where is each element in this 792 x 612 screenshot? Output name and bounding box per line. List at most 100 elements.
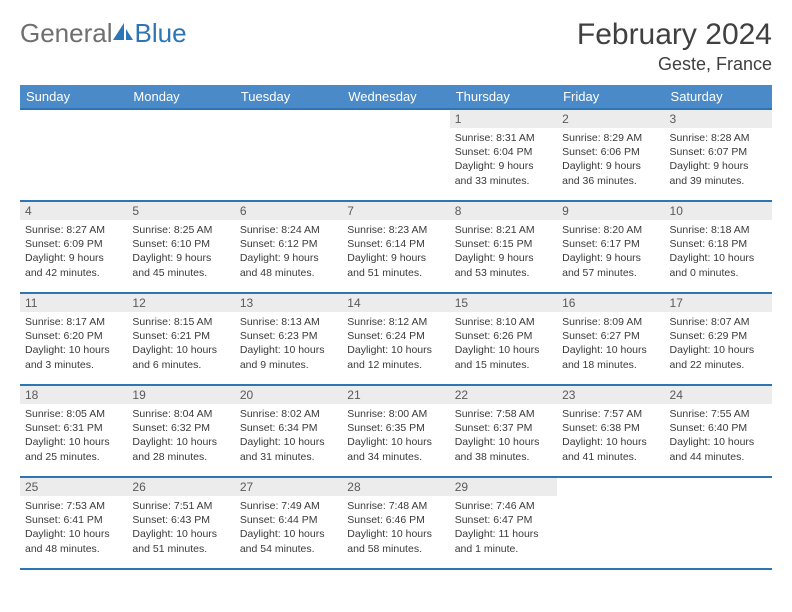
day-detail-line: Sunset: 6:07 PM bbox=[670, 145, 767, 159]
day-number: 17 bbox=[665, 294, 772, 312]
calendar-cell: 21Sunrise: 8:00 AMSunset: 6:35 PMDayligh… bbox=[342, 385, 449, 477]
day-details: Sunrise: 8:13 AMSunset: 6:23 PMDaylight:… bbox=[235, 312, 342, 377]
day-detail-line: Sunset: 6:47 PM bbox=[455, 513, 552, 527]
day-number: 9 bbox=[557, 202, 664, 220]
day-details: Sunrise: 7:48 AMSunset: 6:46 PMDaylight:… bbox=[342, 496, 449, 561]
header: General Blue February 2024 Geste, France bbox=[20, 18, 772, 75]
dow-saturday: Saturday bbox=[665, 85, 772, 109]
day-detail-line: Sunrise: 8:24 AM bbox=[240, 223, 337, 237]
calendar-table: Sunday Monday Tuesday Wednesday Thursday… bbox=[20, 85, 772, 570]
day-detail-line: and 48 minutes. bbox=[25, 542, 122, 556]
day-detail-line: Daylight: 10 hours bbox=[132, 343, 229, 357]
day-detail-line: and 12 minutes. bbox=[347, 358, 444, 372]
day-detail-line: and 1 minute. bbox=[455, 542, 552, 556]
day-number: 5 bbox=[127, 202, 234, 220]
day-detail-line: and 45 minutes. bbox=[132, 266, 229, 280]
day-detail-line: Daylight: 9 hours bbox=[455, 159, 552, 173]
day-detail-line: Sunset: 6:06 PM bbox=[562, 145, 659, 159]
day-detail-line: Daylight: 10 hours bbox=[240, 435, 337, 449]
calendar-cell: 18Sunrise: 8:05 AMSunset: 6:31 PMDayligh… bbox=[20, 385, 127, 477]
day-detail-line: Sunrise: 8:15 AM bbox=[132, 315, 229, 329]
calendar-week: 18Sunrise: 8:05 AMSunset: 6:31 PMDayligh… bbox=[20, 385, 772, 477]
day-detail-line: Daylight: 9 hours bbox=[25, 251, 122, 265]
day-details: Sunrise: 8:12 AMSunset: 6:24 PMDaylight:… bbox=[342, 312, 449, 377]
day-number: 26 bbox=[127, 478, 234, 496]
day-details bbox=[557, 482, 664, 490]
logo-general: General bbox=[20, 18, 113, 49]
day-detail-line: Sunrise: 8:29 AM bbox=[562, 131, 659, 145]
day-details: Sunrise: 8:10 AMSunset: 6:26 PMDaylight:… bbox=[450, 312, 557, 377]
day-detail-line: and 54 minutes. bbox=[240, 542, 337, 556]
day-details: Sunrise: 8:09 AMSunset: 6:27 PMDaylight:… bbox=[557, 312, 664, 377]
calendar-cell: 11Sunrise: 8:17 AMSunset: 6:20 PMDayligh… bbox=[20, 293, 127, 385]
day-detail-line: Sunrise: 8:25 AM bbox=[132, 223, 229, 237]
day-detail-line: Daylight: 11 hours bbox=[455, 527, 552, 541]
day-detail-line: Sunset: 6:31 PM bbox=[25, 421, 122, 435]
dow-wednesday: Wednesday bbox=[342, 85, 449, 109]
calendar-cell: 8Sunrise: 8:21 AMSunset: 6:15 PMDaylight… bbox=[450, 201, 557, 293]
day-number: 4 bbox=[20, 202, 127, 220]
day-details: Sunrise: 7:51 AMSunset: 6:43 PMDaylight:… bbox=[127, 496, 234, 561]
day-detail-line: Sunrise: 8:00 AM bbox=[347, 407, 444, 421]
logo-sail-icon bbox=[113, 23, 133, 46]
calendar-cell: 17Sunrise: 8:07 AMSunset: 6:29 PMDayligh… bbox=[665, 293, 772, 385]
day-detail-line: Sunset: 6:46 PM bbox=[347, 513, 444, 527]
day-detail-line: Sunrise: 7:49 AM bbox=[240, 499, 337, 513]
day-number: 8 bbox=[450, 202, 557, 220]
day-detail-line: Sunrise: 8:17 AM bbox=[25, 315, 122, 329]
day-detail-line: Daylight: 10 hours bbox=[347, 343, 444, 357]
day-detail-line: and 31 minutes. bbox=[240, 450, 337, 464]
calendar-cell bbox=[342, 109, 449, 201]
day-number: 25 bbox=[20, 478, 127, 496]
calendar-cell: 9Sunrise: 8:20 AMSunset: 6:17 PMDaylight… bbox=[557, 201, 664, 293]
day-number: 18 bbox=[20, 386, 127, 404]
day-details bbox=[20, 114, 127, 122]
day-number: 6 bbox=[235, 202, 342, 220]
calendar-cell: 5Sunrise: 8:25 AMSunset: 6:10 PMDaylight… bbox=[127, 201, 234, 293]
day-detail-line: Sunrise: 7:58 AM bbox=[455, 407, 552, 421]
day-details: Sunrise: 8:15 AMSunset: 6:21 PMDaylight:… bbox=[127, 312, 234, 377]
calendar-cell: 4 Sunrise: 8:27 AMSunset: 6:09 PMDaylight… bbox=[20, 201, 127, 293]
day-detail-line: Sunset: 6:21 PM bbox=[132, 329, 229, 343]
day-detail-line: Sunset: 6:32 PM bbox=[132, 421, 229, 435]
day-detail-line: Daylight: 10 hours bbox=[347, 527, 444, 541]
day-detail-line: Sunrise: 8:20 AM bbox=[562, 223, 659, 237]
day-detail-line: and 39 minutes. bbox=[670, 174, 767, 188]
day-number: 12 bbox=[127, 294, 234, 312]
title-block: February 2024 Geste, France bbox=[577, 18, 772, 75]
day-detail-line: Sunrise: 8:12 AM bbox=[347, 315, 444, 329]
day-detail-line: Daylight: 9 hours bbox=[132, 251, 229, 265]
day-detail-line: Sunset: 6:04 PM bbox=[455, 145, 552, 159]
day-detail-line: Sunrise: 8:02 AM bbox=[240, 407, 337, 421]
dow-thursday: Thursday bbox=[450, 85, 557, 109]
day-details: Sunrise: 8:24 AMSunset: 6:12 PMDaylight:… bbox=[235, 220, 342, 285]
day-detail-line: Sunset: 6:24 PM bbox=[347, 329, 444, 343]
day-number: 21 bbox=[342, 386, 449, 404]
calendar-cell: 28Sunrise: 7:48 AMSunset: 6:46 PMDayligh… bbox=[342, 477, 449, 569]
day-detail-line: Sunset: 6:27 PM bbox=[562, 329, 659, 343]
day-detail-line: and 34 minutes. bbox=[347, 450, 444, 464]
day-detail-line: Sunrise: 8:27 AM bbox=[25, 223, 122, 237]
calendar-cell: 6Sunrise: 8:24 AMSunset: 6:12 PMDaylight… bbox=[235, 201, 342, 293]
calendar-cell: 2Sunrise: 8:29 AMSunset: 6:06 PMDaylight… bbox=[557, 109, 664, 201]
day-number: 15 bbox=[450, 294, 557, 312]
day-details: Sunrise: 7:58 AMSunset: 6:37 PMDaylight:… bbox=[450, 404, 557, 469]
day-detail-line: Sunset: 6:09 PM bbox=[25, 237, 122, 251]
day-detail-line: Daylight: 9 hours bbox=[670, 159, 767, 173]
calendar-cell: 26Sunrise: 7:51 AMSunset: 6:43 PMDayligh… bbox=[127, 477, 234, 569]
calendar-week: 11Sunrise: 8:17 AMSunset: 6:20 PMDayligh… bbox=[20, 293, 772, 385]
calendar-cell: 23Sunrise: 7:57 AMSunset: 6:38 PMDayligh… bbox=[557, 385, 664, 477]
day-details bbox=[235, 114, 342, 122]
day-detail-line: and 51 minutes. bbox=[132, 542, 229, 556]
calendar-cell: 19Sunrise: 8:04 AMSunset: 6:32 PMDayligh… bbox=[127, 385, 234, 477]
logo-blue: Blue bbox=[135, 18, 187, 49]
day-detail-line: Sunset: 6:29 PM bbox=[670, 329, 767, 343]
day-detail-line: Daylight: 9 hours bbox=[562, 159, 659, 173]
logo: General Blue bbox=[20, 18, 187, 49]
day-detail-line: Daylight: 9 hours bbox=[240, 251, 337, 265]
calendar-week: 1Sunrise: 8:31 AMSunset: 6:04 PMDaylight… bbox=[20, 109, 772, 201]
calendar-cell: 1Sunrise: 8:31 AMSunset: 6:04 PMDaylight… bbox=[450, 109, 557, 201]
day-detail-line: and 18 minutes. bbox=[562, 358, 659, 372]
day-detail-line: Daylight: 9 hours bbox=[347, 251, 444, 265]
day-detail-line: Sunrise: 8:18 AM bbox=[670, 223, 767, 237]
